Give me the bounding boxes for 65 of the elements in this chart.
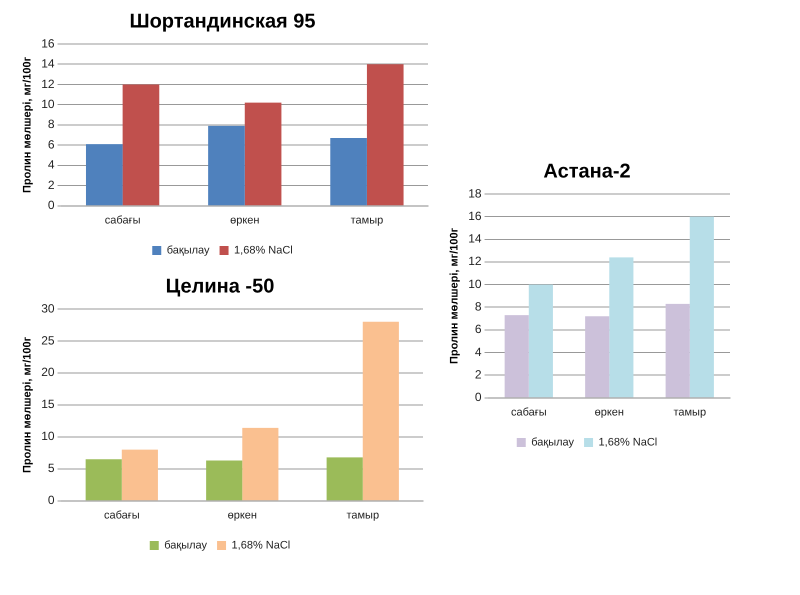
y-tick-label: 30 <box>41 301 55 316</box>
y-tick-label: 4 <box>48 158 55 172</box>
y-tick-label: 12 <box>41 76 55 91</box>
y-tick-label: 25 <box>41 333 55 348</box>
y-tick-label: 6 <box>474 322 482 336</box>
y-tick-label: 14 <box>41 56 55 71</box>
y-tick-label: 0 <box>48 198 55 212</box>
bar <box>86 144 123 206</box>
bar <box>690 216 714 398</box>
bar <box>528 284 553 398</box>
x-tick-label: тамыр <box>346 509 380 522</box>
y-tick-label: 6 <box>48 137 55 152</box>
bar <box>208 126 245 206</box>
bar <box>609 257 634 398</box>
x-tick-label: тамыр <box>350 214 384 226</box>
y-tick-label: 2 <box>48 178 55 192</box>
y-axis-title: Пролин мөлшері, мг/100г <box>448 227 461 364</box>
bar <box>666 304 690 398</box>
x-tick-label: өркен <box>594 406 624 418</box>
chart-title: Астана-2 <box>543 160 631 183</box>
x-tick-label: өркен <box>228 509 257 522</box>
bar <box>326 457 363 500</box>
y-tick-label: 15 <box>41 397 55 412</box>
y-tick-label: 4 <box>474 344 482 359</box>
y-axis-title: Пролин мөлшері, мг/100г <box>22 336 34 474</box>
legend-label: бақылау <box>166 244 210 257</box>
legend-label: бақылау <box>164 540 208 552</box>
bar <box>242 428 278 500</box>
bar <box>244 102 282 206</box>
y-tick-label: 14 <box>468 232 482 246</box>
bar <box>206 460 242 500</box>
legend-label: 1,68% NaCl <box>598 436 658 449</box>
x-tick-label: өркен <box>230 214 260 226</box>
chart-title: Шортандинская 95 <box>129 10 316 33</box>
y-tick-label: 18 <box>468 186 482 200</box>
bar <box>330 138 367 206</box>
y-tick-label: 8 <box>474 300 482 314</box>
bar <box>122 84 160 206</box>
legend-label: 1,68% NaCl <box>234 244 293 257</box>
y-tick-label: 10 <box>41 96 55 111</box>
x-tick-label: сабағы <box>104 214 141 226</box>
bar <box>585 316 610 398</box>
y-tick-label: 2 <box>474 367 482 382</box>
y-tick-label: 10 <box>468 276 482 291</box>
chart-title: Целина -50 <box>166 276 274 298</box>
y-tick-label: 0 <box>48 493 55 508</box>
y-axis-title: Пролин мөлшері, мг/100г <box>22 56 34 194</box>
x-tick-label: сабағы <box>510 406 547 418</box>
bar <box>504 315 529 398</box>
y-tick-label: 12 <box>468 254 482 268</box>
y-tick-label: 8 <box>48 117 55 132</box>
bar <box>362 322 399 500</box>
legend-label: 1,68% NaCl <box>232 540 290 552</box>
x-tick-label: сабағы <box>104 509 140 522</box>
bar <box>122 450 158 500</box>
bar <box>366 64 404 206</box>
y-tick-label: 5 <box>48 461 55 476</box>
y-tick-label: 10 <box>41 429 55 444</box>
y-tick-label: 16 <box>468 208 482 223</box>
y-tick-label: 16 <box>41 36 55 50</box>
y-tick-label: 20 <box>41 365 55 380</box>
legend-label: бақылау <box>531 436 575 449</box>
y-tick-label: 0 <box>474 390 482 404</box>
x-tick-label: тамыр <box>673 406 706 418</box>
bar <box>86 459 122 500</box>
